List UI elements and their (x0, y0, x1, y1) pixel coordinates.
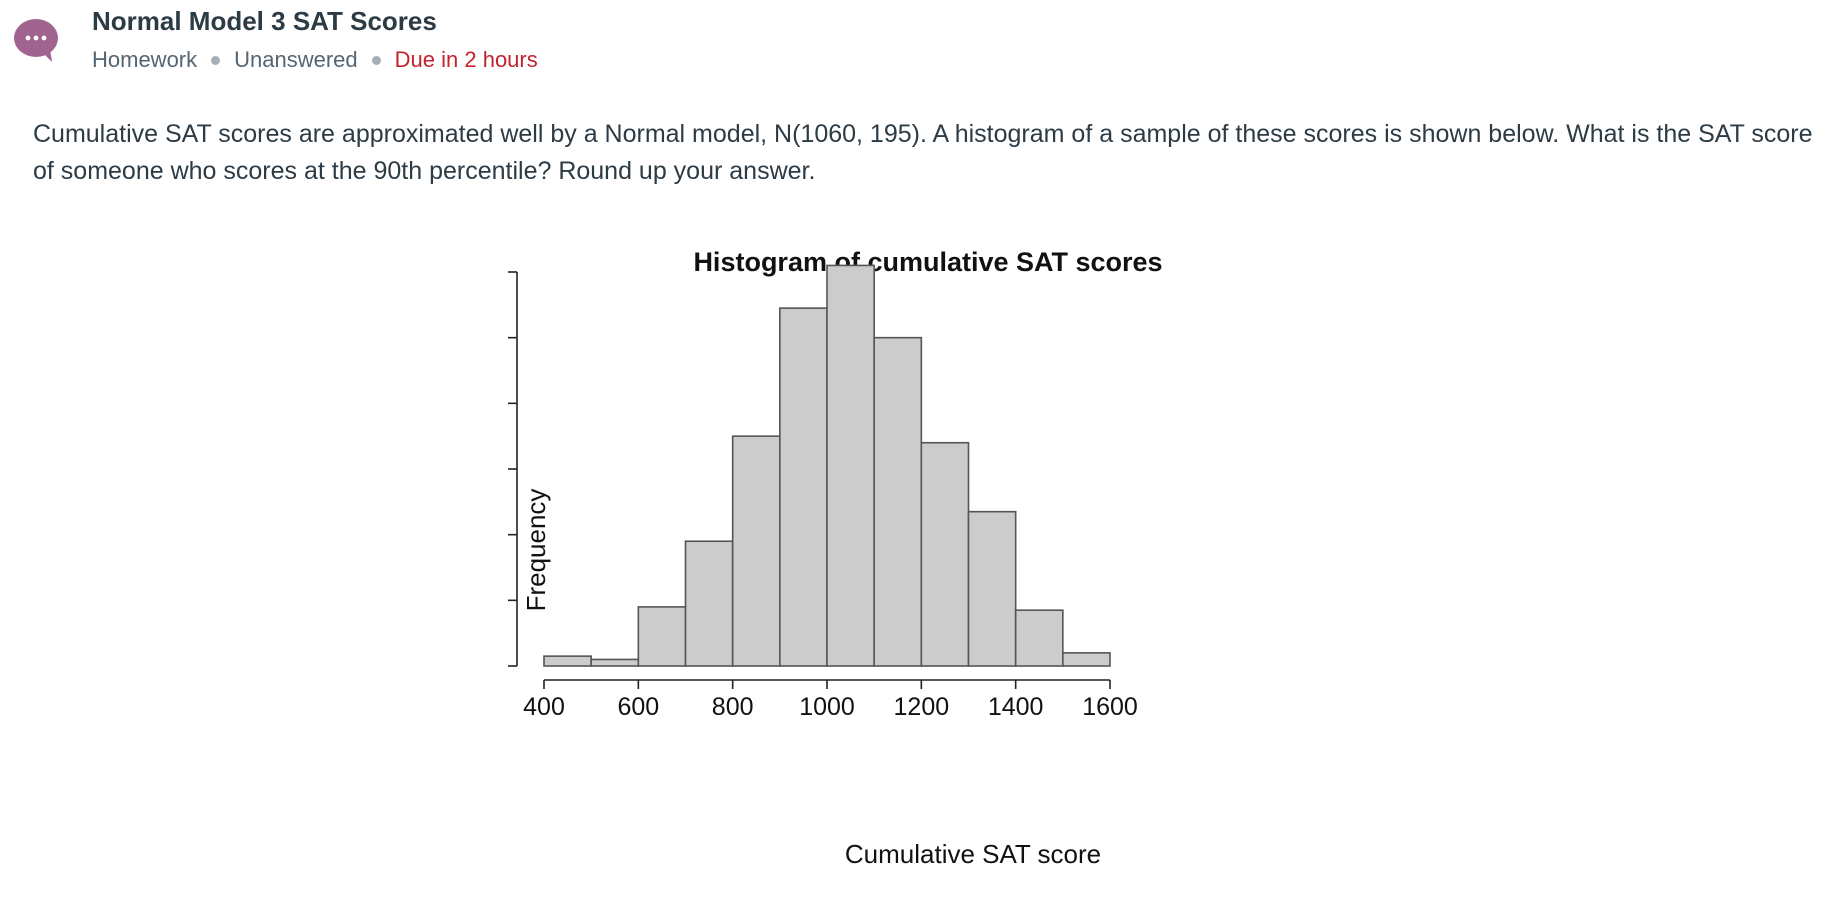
histogram-chart: Histogram of cumulative SAT scores Frequ… (500, 247, 1163, 869)
assignment-meta: Homework Unanswered Due in 2 hours (92, 47, 538, 73)
histogram-bar (590, 658, 640, 667)
y-axis-label: Frequency (521, 489, 551, 612)
histogram-bar (1014, 609, 1064, 667)
histogram-bar (1062, 652, 1111, 667)
x-tick-label: 1200 (894, 693, 950, 721)
y-tick-label: 40 (500, 521, 505, 549)
y-tick-label: 100 (500, 317, 505, 359)
histogram-bar (731, 435, 781, 667)
chart-title: Histogram of cumulative SAT scores (693, 247, 1162, 277)
x-tick-label: 1600 (1082, 693, 1138, 721)
y-tick-label: 0 (500, 659, 505, 673)
x-tick-label: 1000 (799, 693, 855, 721)
histogram-bar (637, 606, 687, 667)
histogram-bar (826, 264, 875, 667)
assignment-title[interactable]: Normal Model 3 SAT Scores (92, 6, 437, 36)
assignment-status: Unanswered (234, 47, 358, 72)
histogram-bar (779, 307, 828, 667)
axes-group: 400 600 800 1000 1200 1400 1600 0 20 40 60 80 100 (500, 271, 1138, 721)
histogram-bar (543, 655, 592, 667)
separator-dot (371, 55, 381, 65)
x-tick-label: 800 (712, 693, 754, 721)
x-tick-label: 400 (523, 693, 565, 721)
separator-dot (211, 55, 221, 65)
histogram-bar (873, 336, 923, 667)
y-tick-label: 60 (500, 455, 505, 483)
y-tick-label: 20 (500, 586, 505, 614)
chat-bubble-icon (14, 19, 58, 62)
assignment-header: Normal Model 3 SAT Scores Homework Unans… (0, 0, 1826, 90)
x-axis-label: Cumulative SAT score (845, 839, 1101, 869)
x-tick-label: 600 (617, 693, 659, 721)
histogram-bar (967, 510, 1017, 667)
due-date: Due in 2 hours (394, 47, 538, 72)
question-text: Cumulative SAT scores are approximated w… (33, 120, 1813, 185)
x-tick-label: 1400 (988, 693, 1044, 721)
histogram-bar (684, 540, 734, 667)
y-tick-label: 80 (500, 389, 505, 417)
histogram-bar (920, 441, 970, 667)
assignment-type: Homework (92, 47, 198, 72)
bars-group (543, 264, 1111, 667)
